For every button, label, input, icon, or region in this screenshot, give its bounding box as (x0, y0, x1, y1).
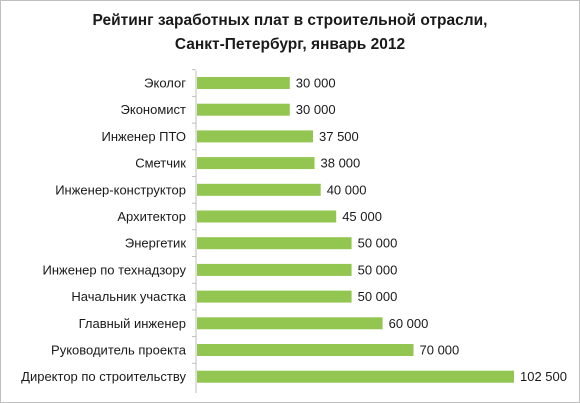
bar (197, 210, 337, 223)
category-label: Инженер по технадзору (43, 262, 187, 277)
category-label: Руководитель проекта (51, 343, 187, 358)
category-label: Энергетик (125, 236, 186, 251)
category-label: Экономист (121, 102, 187, 117)
category-label: Начальник участка (71, 289, 186, 304)
bars-group (192, 69, 514, 383)
value-label: 38 000 (321, 156, 361, 171)
bar (197, 77, 290, 89)
bar (197, 130, 313, 143)
bar (197, 370, 514, 383)
value-label: 50 000 (358, 262, 398, 277)
value-label: 50 000 (358, 289, 398, 304)
value-label: 45 000 (342, 209, 382, 224)
category-labels-group: Эколог Экономист Инженер ПТО Сметчик Инженер… (21, 76, 187, 385)
value-label: 60 000 (389, 316, 429, 331)
chart-title-line-1: Рейтинг заработных плат в строительной о… (92, 12, 488, 29)
value-label: 30 000 (296, 102, 336, 117)
value-label: 40 000 (327, 182, 367, 197)
bar (197, 290, 352, 303)
category-label: Инженер-конструктор (55, 182, 186, 197)
category-label: Эколог (144, 76, 186, 91)
bar (197, 237, 352, 250)
bar (197, 103, 290, 116)
bar (197, 317, 383, 330)
bar (197, 263, 352, 276)
value-labels-group: 30 000 30 000 37 500 38 000 40 000 45 000 50 0… (296, 76, 567, 385)
category-label: Архитектор (117, 209, 186, 224)
value-label: 50 000 (358, 236, 398, 251)
chart-title: Рейтинг заработных плат в строительной о… (1, 9, 579, 57)
category-label: Сметчик (135, 156, 186, 171)
value-label: 70 000 (420, 343, 460, 358)
category-label: Инженер ПТО (101, 129, 186, 144)
bar (197, 183, 321, 196)
value-label: 37 500 (319, 129, 359, 144)
value-label: 30 000 (296, 76, 336, 91)
category-label: Главный инженер (79, 316, 186, 331)
chart-title-line-2: Санкт-Петербург, январь 2012 (174, 36, 406, 53)
bar (197, 344, 414, 356)
category-label: Директор по строительству (21, 369, 186, 384)
value-label: 102 500 (520, 369, 567, 384)
bar (197, 157, 315, 170)
